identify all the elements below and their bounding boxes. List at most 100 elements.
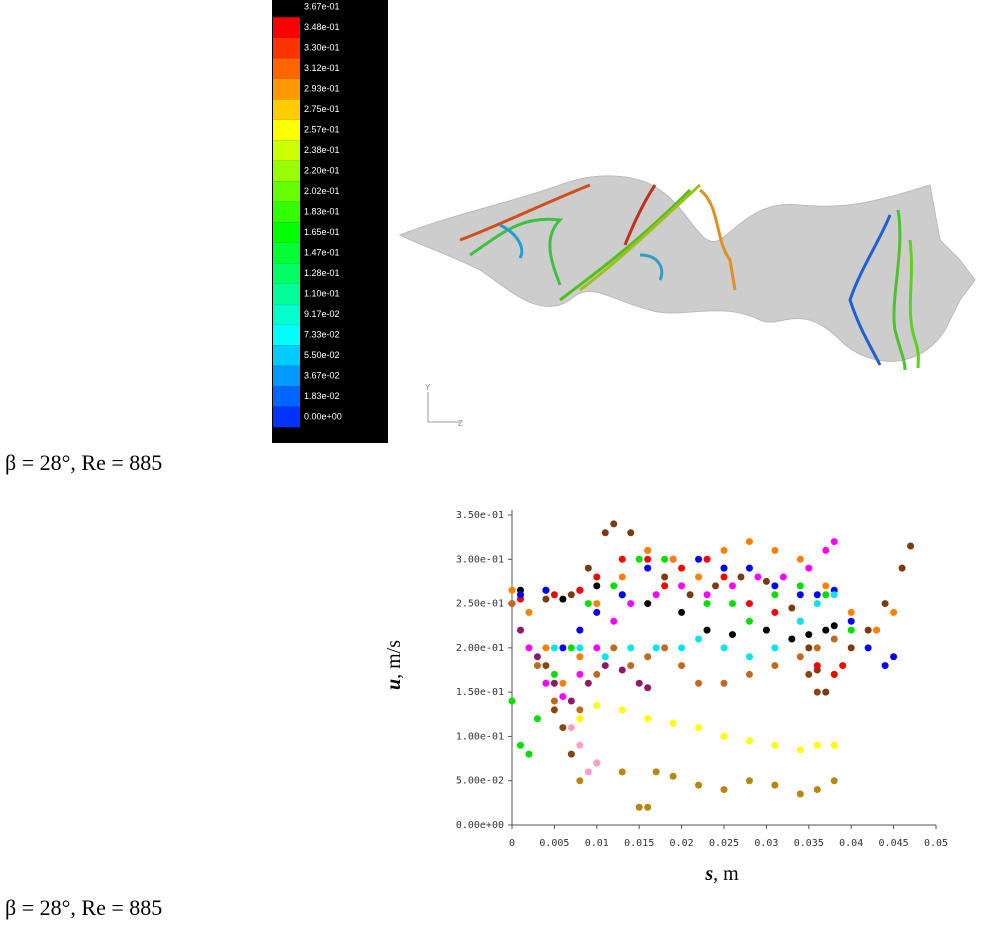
data-point — [796, 555, 804, 563]
colorbar-swatch — [273, 242, 300, 264]
data-point — [720, 786, 728, 794]
colorbar-label: 2.02e-01 — [304, 186, 340, 196]
data-point — [567, 697, 575, 705]
data-point — [745, 538, 753, 546]
data-point — [805, 631, 813, 639]
data-point — [779, 573, 787, 581]
data-point — [559, 644, 567, 652]
data-point — [720, 573, 728, 581]
data-point — [644, 555, 652, 563]
y-tick-label: 0.00e+00 — [456, 820, 504, 831]
data-point — [881, 662, 889, 670]
y-tick-label: 5.00e-02 — [456, 776, 504, 787]
data-point — [644, 564, 652, 572]
data-point — [542, 662, 550, 670]
colorbar-label: 3.48e-01 — [304, 22, 340, 32]
data-point — [576, 586, 584, 594]
data-point — [847, 617, 855, 625]
data-point — [796, 617, 804, 625]
x-tick-label: 0.05 — [924, 838, 948, 849]
x-tick-label: 0.045 — [879, 838, 909, 849]
data-point — [830, 622, 838, 630]
data-point — [796, 591, 804, 599]
colorbar-swatch — [273, 160, 300, 182]
data-point — [618, 768, 626, 776]
data-point — [822, 688, 830, 696]
data-point — [601, 653, 609, 661]
data-point — [516, 591, 524, 599]
colorbar-label: 7.33e-02 — [304, 329, 340, 339]
data-point — [678, 582, 686, 590]
axis-triad — [427, 392, 460, 423]
data-point — [796, 582, 804, 590]
data-point — [830, 741, 838, 749]
data-point — [593, 600, 601, 608]
data-point — [822, 591, 830, 599]
data-point — [542, 644, 550, 652]
data-point — [627, 662, 635, 670]
colorbar-swatch — [273, 406, 300, 428]
data-point — [508, 586, 516, 594]
colorbar-label: 9.17e-02 — [304, 309, 340, 319]
data-point — [771, 582, 779, 590]
data-point — [771, 781, 779, 789]
data-point — [559, 724, 567, 732]
data-point — [593, 670, 601, 678]
data-point — [610, 617, 618, 625]
triad-label: Y — [425, 383, 431, 392]
data-point — [669, 772, 677, 780]
data-point — [618, 666, 626, 674]
data-point — [788, 635, 796, 643]
data-point — [669, 555, 677, 563]
y-tick-label: 2.50e-01 — [456, 599, 504, 610]
colorbar-label: 2.20e-01 — [304, 165, 340, 175]
data-point — [771, 608, 779, 616]
data-point — [533, 715, 541, 723]
data-point — [516, 741, 524, 749]
data-point — [745, 777, 753, 785]
data-point — [618, 555, 626, 563]
data-point — [830, 538, 838, 546]
data-point — [525, 608, 533, 616]
data-point — [661, 644, 669, 652]
colorbar-swatch — [273, 386, 300, 407]
y-label-unit: , m/s — [383, 640, 405, 679]
x-label-symbol: s — [704, 863, 713, 885]
colorbar-swatch — [273, 324, 300, 346]
data-point — [584, 564, 592, 572]
data-point — [635, 555, 643, 563]
data-point — [686, 591, 694, 599]
data-point — [813, 662, 821, 670]
data-point — [678, 608, 686, 616]
data-point — [890, 608, 898, 616]
data-point — [822, 582, 830, 590]
data-point — [703, 555, 711, 563]
x-tick-label: 0.025 — [709, 838, 739, 849]
data-point — [890, 653, 898, 661]
data-point — [728, 600, 736, 608]
data-point — [652, 591, 660, 599]
x-label-unit: , m — [713, 863, 739, 885]
data-point — [618, 573, 626, 581]
colorbar-label: 1.47e-01 — [304, 247, 340, 257]
data-point — [593, 644, 601, 652]
data-point — [610, 582, 618, 590]
data-point — [728, 631, 736, 639]
data-point — [576, 670, 584, 678]
data-point — [661, 573, 669, 581]
data-point — [712, 582, 720, 590]
data-point — [550, 679, 558, 687]
streamline — [699, 188, 737, 291]
data-point — [720, 679, 728, 687]
data-point — [542, 595, 550, 603]
data-point — [678, 564, 686, 572]
data-point — [559, 595, 567, 603]
data-point — [864, 644, 872, 652]
data-point — [762, 626, 770, 634]
x-tick-label: 0.005 — [539, 838, 569, 849]
x-axis-label: s, m — [704, 863, 739, 885]
data-point — [805, 644, 813, 652]
data-point — [830, 635, 838, 643]
y-label-symbol: u — [383, 679, 405, 690]
